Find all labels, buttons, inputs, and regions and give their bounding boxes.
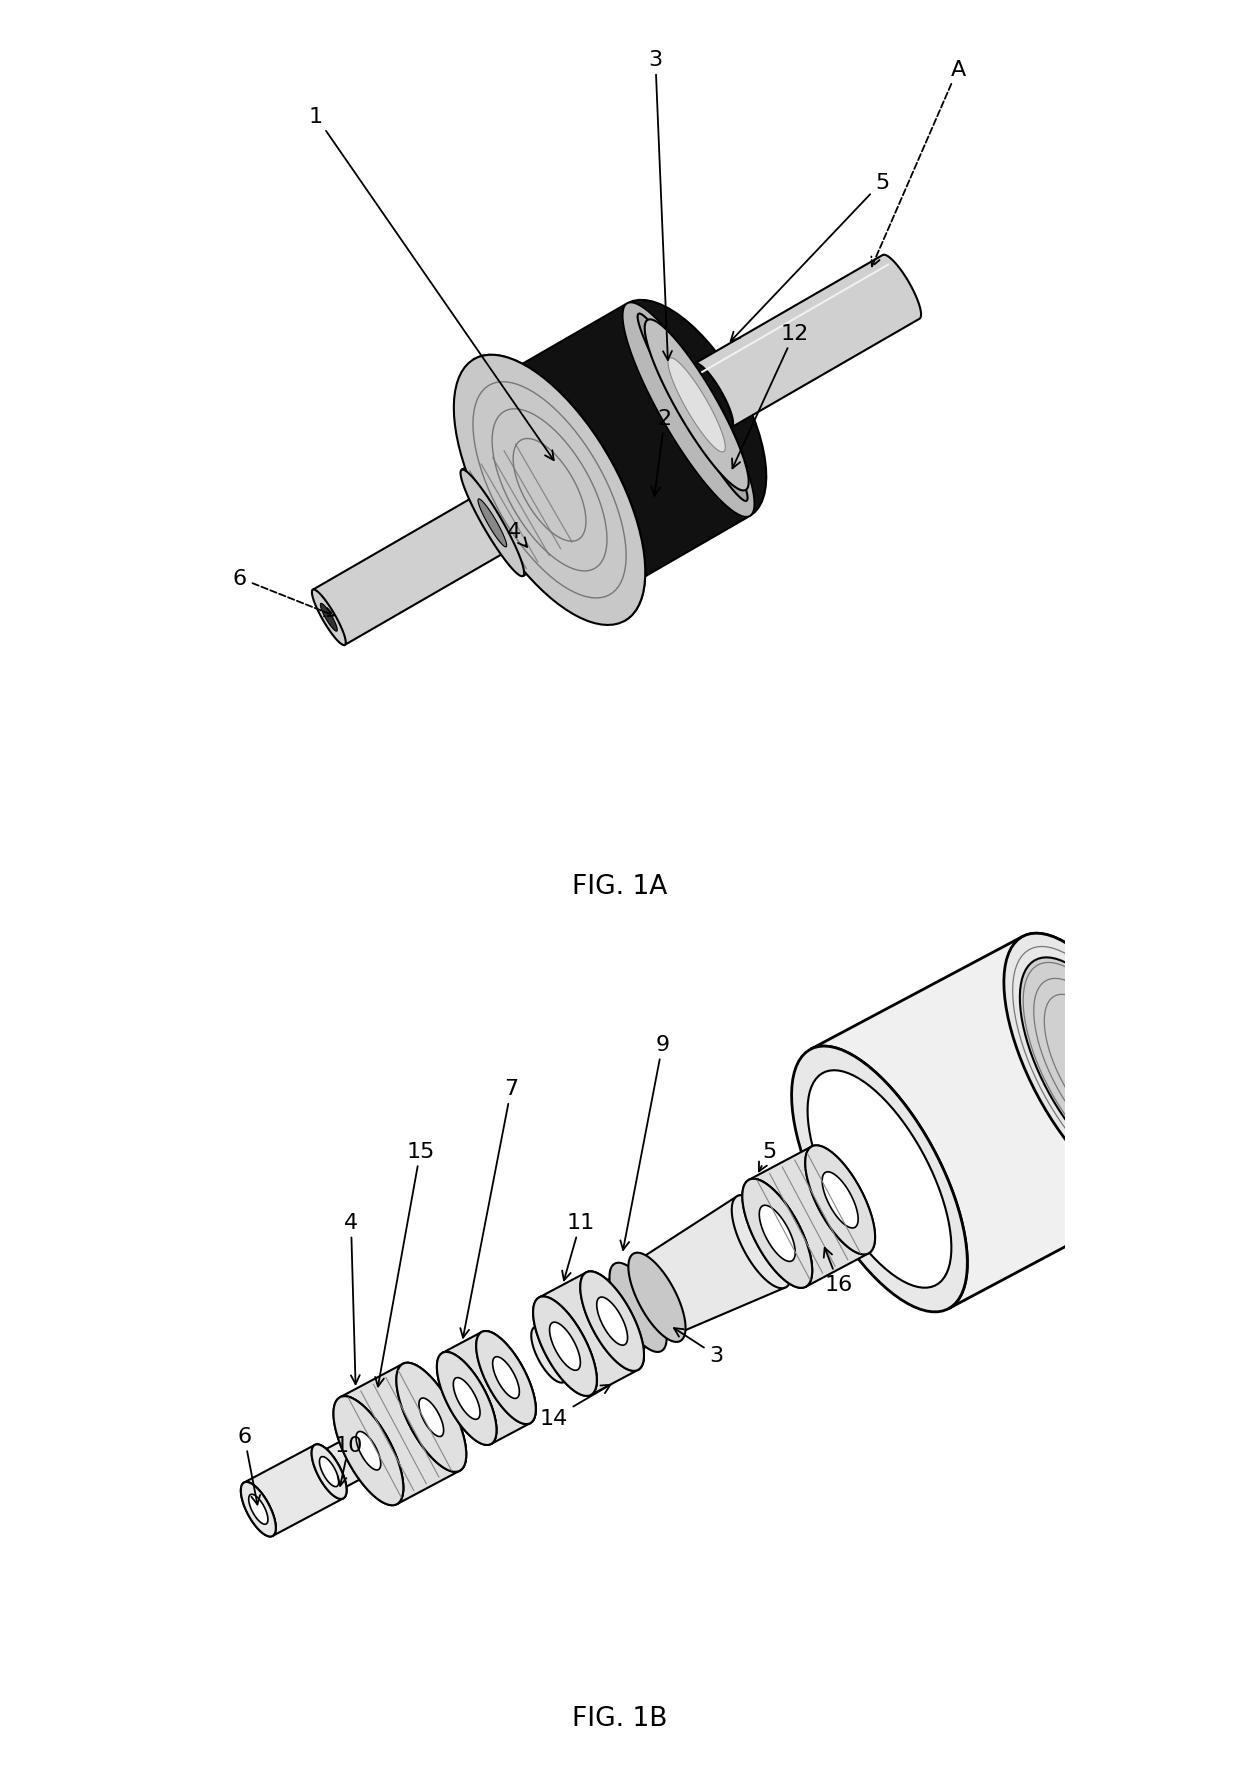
Text: 11: 11 <box>562 1212 595 1280</box>
Polygon shape <box>533 1298 596 1396</box>
Polygon shape <box>805 1146 875 1255</box>
Polygon shape <box>811 934 1179 1308</box>
Polygon shape <box>580 1271 644 1371</box>
Polygon shape <box>356 1431 381 1470</box>
Polygon shape <box>388 1415 412 1454</box>
Polygon shape <box>610 1264 667 1353</box>
Text: 16: 16 <box>823 1248 853 1294</box>
Polygon shape <box>694 256 921 429</box>
Text: 3: 3 <box>649 50 672 361</box>
Text: FIG. 1A: FIG. 1A <box>573 874 667 899</box>
Polygon shape <box>474 301 766 621</box>
Polygon shape <box>334 1396 403 1506</box>
Polygon shape <box>443 1331 536 1444</box>
Text: 6: 6 <box>237 1426 260 1504</box>
Polygon shape <box>629 1253 686 1342</box>
Polygon shape <box>340 1363 466 1504</box>
Polygon shape <box>534 1196 791 1383</box>
Polygon shape <box>807 1070 951 1289</box>
Polygon shape <box>244 1445 346 1536</box>
Polygon shape <box>743 1178 812 1289</box>
Polygon shape <box>596 1298 627 1346</box>
Polygon shape <box>645 320 749 491</box>
Text: 5: 5 <box>759 1141 776 1171</box>
Polygon shape <box>311 1445 346 1499</box>
Polygon shape <box>312 497 510 646</box>
Polygon shape <box>492 1356 520 1399</box>
Text: 4: 4 <box>343 1212 360 1385</box>
Polygon shape <box>241 1483 275 1536</box>
Text: 4: 4 <box>507 522 527 548</box>
Polygon shape <box>743 1178 812 1289</box>
Polygon shape <box>476 1331 536 1424</box>
Polygon shape <box>805 1146 875 1255</box>
Polygon shape <box>749 1146 875 1287</box>
Text: 1: 1 <box>309 107 554 461</box>
Polygon shape <box>668 358 725 452</box>
Text: FIG. 1B: FIG. 1B <box>573 1705 667 1730</box>
Polygon shape <box>476 1331 536 1424</box>
Text: 9: 9 <box>620 1034 670 1250</box>
Polygon shape <box>637 315 748 502</box>
Polygon shape <box>533 1298 596 1396</box>
Polygon shape <box>531 1326 567 1383</box>
Polygon shape <box>246 1490 270 1529</box>
Polygon shape <box>1019 958 1163 1175</box>
Text: 14: 14 <box>539 1385 610 1428</box>
Polygon shape <box>312 591 346 646</box>
Text: 2: 2 <box>651 409 672 497</box>
Polygon shape <box>397 1363 466 1472</box>
Text: 6: 6 <box>233 570 334 618</box>
Polygon shape <box>334 1396 403 1506</box>
Polygon shape <box>759 1205 795 1262</box>
Text: 12: 12 <box>732 324 808 470</box>
Polygon shape <box>397 1363 466 1472</box>
Polygon shape <box>311 1445 346 1499</box>
Text: 7: 7 <box>460 1079 518 1339</box>
Text: 10: 10 <box>335 1435 363 1486</box>
Polygon shape <box>419 1399 444 1436</box>
Polygon shape <box>822 1173 858 1228</box>
Polygon shape <box>241 1483 275 1536</box>
Polygon shape <box>460 470 525 577</box>
Polygon shape <box>248 1415 412 1529</box>
Polygon shape <box>549 1323 580 1371</box>
Text: 15: 15 <box>376 1141 435 1387</box>
Polygon shape <box>732 1196 791 1289</box>
Polygon shape <box>461 438 582 577</box>
Polygon shape <box>539 1271 644 1396</box>
Text: 3: 3 <box>675 1328 723 1365</box>
Text: 5: 5 <box>730 173 889 342</box>
Polygon shape <box>436 1353 496 1445</box>
Polygon shape <box>320 603 337 632</box>
Polygon shape <box>580 1271 644 1371</box>
Polygon shape <box>1004 934 1179 1200</box>
Text: A: A <box>872 59 966 267</box>
Polygon shape <box>454 356 645 625</box>
Polygon shape <box>249 1495 268 1524</box>
Polygon shape <box>477 500 507 548</box>
Polygon shape <box>622 303 754 518</box>
Polygon shape <box>320 1456 339 1486</box>
Polygon shape <box>791 1047 967 1312</box>
Polygon shape <box>454 1378 480 1419</box>
Polygon shape <box>436 1353 496 1445</box>
